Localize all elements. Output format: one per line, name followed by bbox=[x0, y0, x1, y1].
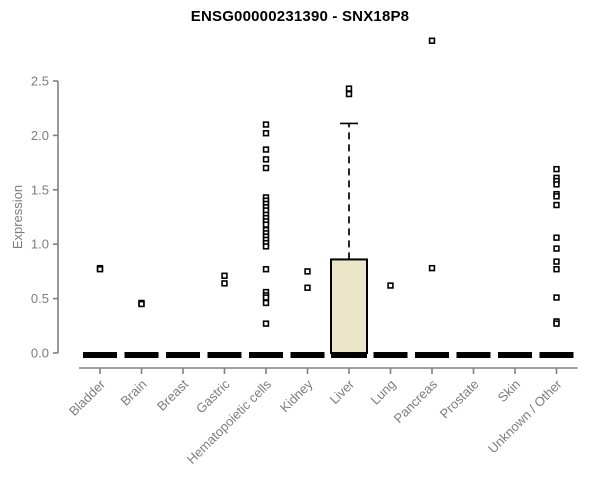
outlier-point-gastric bbox=[221, 272, 228, 279]
x-tick-label: Skin bbox=[495, 377, 523, 405]
x-tick-label: Bladder bbox=[66, 376, 109, 419]
outlier-point-hematopoietic-cells bbox=[262, 221, 270, 228]
x-tick-label: Lung bbox=[368, 377, 399, 408]
x-tick-label: Gastric bbox=[193, 376, 233, 416]
outlier-point-hematopoietic-cells bbox=[262, 130, 270, 137]
outlier-point-pancreas bbox=[428, 264, 436, 272]
box-brain bbox=[124, 352, 159, 358]
y-tick-label: 2.5 bbox=[31, 74, 49, 89]
x-tick-label: Liver bbox=[327, 376, 358, 407]
outlier-point-hematopoietic-cells bbox=[262, 266, 270, 273]
outlier-point-hematopoietic-cells bbox=[262, 299, 270, 307]
outlier-point-unknown-other bbox=[553, 266, 560, 273]
outlier-point-hematopoietic-cells bbox=[262, 121, 270, 128]
y-tick-label: 2.0 bbox=[31, 128, 49, 143]
chart-title: ENSG00000231390 - SNX18P8 bbox=[190, 8, 410, 25]
outlier-point-hematopoietic-cells bbox=[262, 156, 270, 163]
outlier-point-unknown-other bbox=[553, 165, 560, 173]
outlier-point-kidney bbox=[304, 284, 311, 291]
box-lung bbox=[373, 352, 408, 358]
box-gastric bbox=[207, 352, 242, 358]
box-prostate bbox=[456, 352, 491, 358]
box-hematopoietic-cells bbox=[249, 352, 283, 358]
outlier-point-liver bbox=[345, 90, 353, 98]
outlier-point-gastric bbox=[221, 280, 228, 287]
x-tick-label: Breast bbox=[154, 376, 191, 413]
outlier-point-unknown-other bbox=[553, 320, 560, 327]
x-tick-label: Pancreas bbox=[391, 376, 441, 426]
outlier-point-brain bbox=[138, 300, 145, 308]
outlier-point-liver bbox=[345, 85, 353, 92]
box-kidney bbox=[290, 352, 325, 358]
outlier-point-hematopoietic-cells bbox=[262, 294, 270, 301]
outlier-point-hematopoietic-cells bbox=[262, 243, 270, 250]
outlier-point-hematopoietic-cells bbox=[262, 320, 270, 327]
outlier-point-hematopoietic-cells bbox=[262, 146, 270, 153]
y-tick-label: 1.5 bbox=[31, 182, 49, 197]
outlier-point-unknown-other bbox=[553, 258, 560, 265]
outlier-point-unknown-other bbox=[553, 294, 560, 301]
box-pancreas bbox=[415, 352, 449, 358]
outlier-point-unknown-other bbox=[553, 234, 560, 241]
y-tick-label: 0.5 bbox=[31, 291, 49, 306]
box-skin bbox=[498, 352, 532, 358]
x-tick-label: Kidney bbox=[277, 376, 316, 415]
outlier-point-pancreas bbox=[428, 37, 436, 44]
outlier-point-unknown-other bbox=[553, 201, 560, 209]
box-bladder bbox=[83, 352, 117, 358]
x-tick-label: Brain bbox=[118, 377, 150, 409]
box-liver bbox=[330, 258, 368, 355]
x-tick-label: Unknown / Other bbox=[485, 376, 565, 456]
box-unknown-other bbox=[539, 352, 574, 358]
outlier-point-kidney bbox=[304, 268, 311, 275]
x-tick-label: Prostate bbox=[437, 377, 482, 422]
box-breast bbox=[166, 352, 200, 358]
outlier-point-bladder bbox=[96, 266, 104, 273]
median-line-liver bbox=[331, 352, 367, 358]
y-tick-label: 0.0 bbox=[31, 346, 49, 361]
outlier-point-unknown-other bbox=[553, 181, 560, 188]
outlier-point-unknown-other bbox=[553, 193, 560, 200]
y-tick-label: 1.0 bbox=[31, 237, 49, 252]
outlier-point-unknown-other bbox=[553, 245, 560, 252]
outlier-point-hematopoietic-cells bbox=[262, 164, 270, 172]
outlier-point-lung bbox=[387, 282, 394, 289]
